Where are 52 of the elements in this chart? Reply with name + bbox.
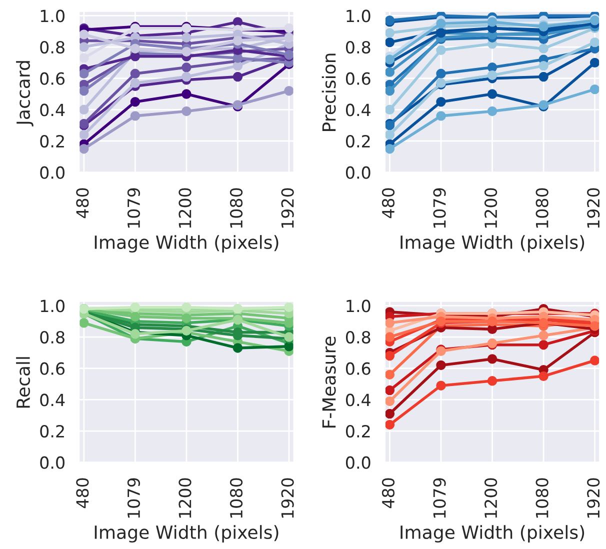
y-tick-label: 1.0 [40, 300, 64, 312]
y-tick-label: 0.8 [346, 40, 370, 54]
x-tick-label: 1080 [230, 478, 243, 518]
y-axis-title: F-Measure [322, 336, 336, 428]
x-tick-label: 1200 [484, 478, 498, 518]
x-tick-label: 1079 [127, 188, 140, 228]
x-tick-label: 480 [76, 188, 89, 218]
x-axis-title: Image Width (pixels) [94, 525, 278, 543]
y-tick-label: 1.0 [40, 10, 64, 22]
y-tick-label: 0.2 [40, 424, 64, 438]
x-tick-label: 1080 [230, 188, 243, 228]
x-axis-title: Image Width (pixels) [400, 235, 584, 253]
y-tick-label: 0.4 [40, 394, 65, 406]
y-tick-label: 1.0 [346, 300, 370, 312]
x-tick-label: 1200 [178, 188, 192, 228]
x-tick-label: 480 [382, 188, 395, 218]
y-tick-label: 0.0 [346, 456, 370, 469]
x-tick-label: 1200 [484, 188, 498, 228]
x-tick-label: 1080 [536, 188, 548, 228]
y-tick-label: 0.0 [40, 456, 64, 469]
y-tick-label: 0.6 [40, 72, 65, 85]
y-axis-title: Recall [16, 357, 30, 408]
y-axis-title: Jaccard [16, 61, 34, 126]
x-tick-label: 1920 [281, 478, 294, 518]
x-tick-label: 1079 [433, 478, 446, 518]
x-tick-label: 1920 [587, 478, 600, 518]
x-tick-label: 1200 [178, 478, 192, 518]
y-tick-label: 0.4 [346, 394, 370, 406]
y-tick-label: 0.2 [346, 424, 370, 438]
y-tick-label: 0.6 [346, 362, 370, 375]
y-tick-label: 0.0 [346, 166, 370, 179]
y-tick-label: 1.0 [346, 10, 370, 22]
y-tick-label: 0.4 [40, 104, 65, 116]
x-tick-label: 480 [382, 478, 395, 508]
x-tick-label: 1080 [536, 478, 548, 518]
y-tick-label: 0.4 [346, 104, 370, 116]
x-axis-title: Image Width (pixels) [400, 525, 584, 543]
y-tick-label: 0.8 [346, 330, 370, 344]
y-tick-label: 0.2 [40, 134, 64, 148]
x-tick-label: 1079 [433, 188, 446, 228]
y-tick-label: 0.2 [346, 134, 370, 148]
x-tick-label: 1920 [281, 188, 294, 228]
x-tick-label: 1079 [127, 478, 140, 518]
y-axis-title: Precision [322, 54, 336, 131]
y-tick-label: 0.8 [40, 330, 64, 344]
x-tick-label: 1920 [587, 188, 600, 228]
x-axis-title: Image Width (pixels) [94, 235, 278, 253]
x-tick-label: 480 [76, 478, 89, 508]
y-tick-label: 0.6 [346, 72, 370, 85]
y-tick-label: 0.0 [40, 166, 64, 179]
y-tick-label: 0.8 [40, 40, 64, 54]
y-tick-label: 0.6 [40, 362, 65, 375]
